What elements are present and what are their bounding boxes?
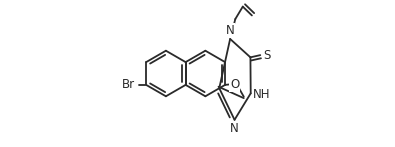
Text: NH: NH bbox=[253, 88, 271, 101]
Text: O: O bbox=[230, 78, 239, 91]
Text: N: N bbox=[226, 24, 235, 37]
Text: N: N bbox=[229, 122, 238, 135]
Text: Br: Br bbox=[122, 78, 135, 91]
Text: S: S bbox=[263, 49, 271, 62]
